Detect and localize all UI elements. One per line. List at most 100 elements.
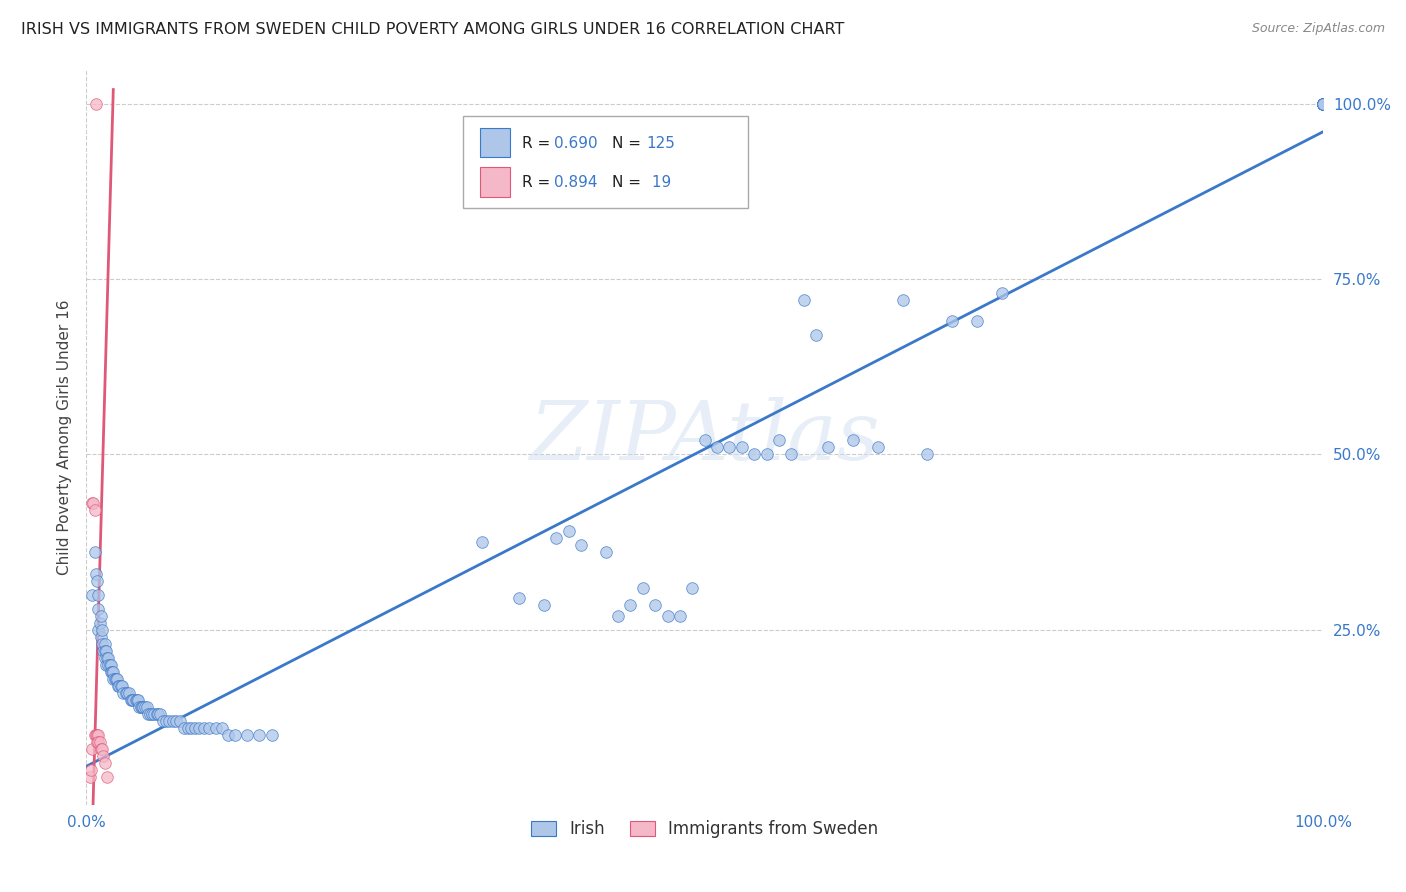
Point	[180, 721, 202, 735]
Point	[941, 314, 963, 328]
Point	[134, 699, 156, 714]
Point	[644, 598, 666, 612]
Text: R =: R =	[522, 176, 555, 190]
Point	[83, 545, 105, 559]
Point	[82, 496, 104, 510]
Point	[619, 598, 641, 612]
Point	[129, 699, 152, 714]
Text: R =: R =	[522, 136, 555, 151]
Point	[84, 96, 107, 111]
Point	[143, 706, 166, 721]
Point	[96, 650, 118, 665]
Point	[100, 657, 122, 672]
Point	[508, 591, 530, 606]
Point	[93, 643, 115, 657]
Point	[108, 679, 131, 693]
Point	[1312, 96, 1334, 111]
Point	[193, 721, 215, 735]
Point	[112, 686, 135, 700]
Point	[169, 714, 191, 728]
Point	[569, 539, 592, 553]
Point	[471, 535, 494, 549]
Point	[260, 728, 283, 742]
Y-axis label: Child Poverty Among Girls Under 16: Child Poverty Among Girls Under 16	[58, 299, 72, 574]
Point	[90, 630, 112, 644]
Point	[128, 699, 150, 714]
Point	[1312, 96, 1334, 111]
Point	[93, 637, 115, 651]
Point	[533, 598, 555, 612]
Point	[79, 770, 101, 784]
Point	[990, 285, 1012, 300]
Point	[83, 728, 105, 742]
Point	[89, 615, 111, 630]
Text: ZIPAtlas: ZIPAtlas	[530, 397, 880, 476]
Point	[82, 496, 104, 510]
Point	[91, 623, 114, 637]
Point	[87, 728, 110, 742]
Point	[125, 693, 148, 707]
Point	[97, 657, 120, 672]
Point	[94, 643, 117, 657]
Point	[131, 699, 153, 714]
Point	[780, 447, 803, 461]
Point	[82, 588, 104, 602]
Text: N =: N =	[612, 136, 645, 151]
Point	[236, 728, 259, 742]
Point	[87, 588, 110, 602]
Point	[91, 742, 114, 756]
Point	[110, 679, 132, 693]
Point	[104, 672, 127, 686]
Point	[731, 440, 754, 454]
Point	[93, 643, 115, 657]
Point	[91, 637, 114, 651]
Point	[87, 623, 110, 637]
Point	[135, 699, 157, 714]
Point	[118, 686, 141, 700]
Point	[917, 447, 939, 461]
Legend: Irish, Immigrants from Sweden: Irish, Immigrants from Sweden	[524, 814, 884, 845]
Point	[1312, 96, 1334, 111]
Point	[657, 608, 679, 623]
Point	[197, 721, 219, 735]
Point	[817, 440, 839, 454]
Point	[111, 679, 134, 693]
Point	[103, 665, 125, 679]
Point	[87, 601, 110, 615]
Text: 19: 19	[647, 176, 671, 190]
Point	[107, 679, 129, 693]
Text: N =: N =	[612, 176, 645, 190]
Point	[87, 735, 110, 749]
Point	[132, 699, 155, 714]
Point	[101, 665, 124, 679]
Point	[103, 672, 125, 686]
Point	[162, 714, 184, 728]
Point	[146, 706, 169, 721]
Text: 0.690: 0.690	[554, 136, 598, 151]
Point	[742, 447, 765, 461]
Text: 125: 125	[647, 136, 675, 151]
Point	[86, 574, 108, 588]
Point	[120, 693, 142, 707]
Point	[1312, 96, 1334, 111]
Point	[94, 657, 117, 672]
Point	[966, 314, 988, 328]
Point	[100, 665, 122, 679]
Point	[141, 706, 163, 721]
Point	[93, 756, 115, 770]
Point	[184, 721, 207, 735]
Point	[155, 714, 177, 728]
Point	[165, 714, 187, 728]
Point	[90, 742, 112, 756]
Point	[866, 440, 889, 454]
Point	[793, 293, 815, 307]
FancyBboxPatch shape	[479, 168, 510, 197]
Point	[139, 706, 162, 721]
Point	[86, 735, 108, 749]
Point	[891, 293, 914, 307]
Point	[103, 672, 125, 686]
Point	[90, 608, 112, 623]
Point	[98, 657, 121, 672]
Point	[86, 728, 108, 742]
Point	[82, 742, 104, 756]
